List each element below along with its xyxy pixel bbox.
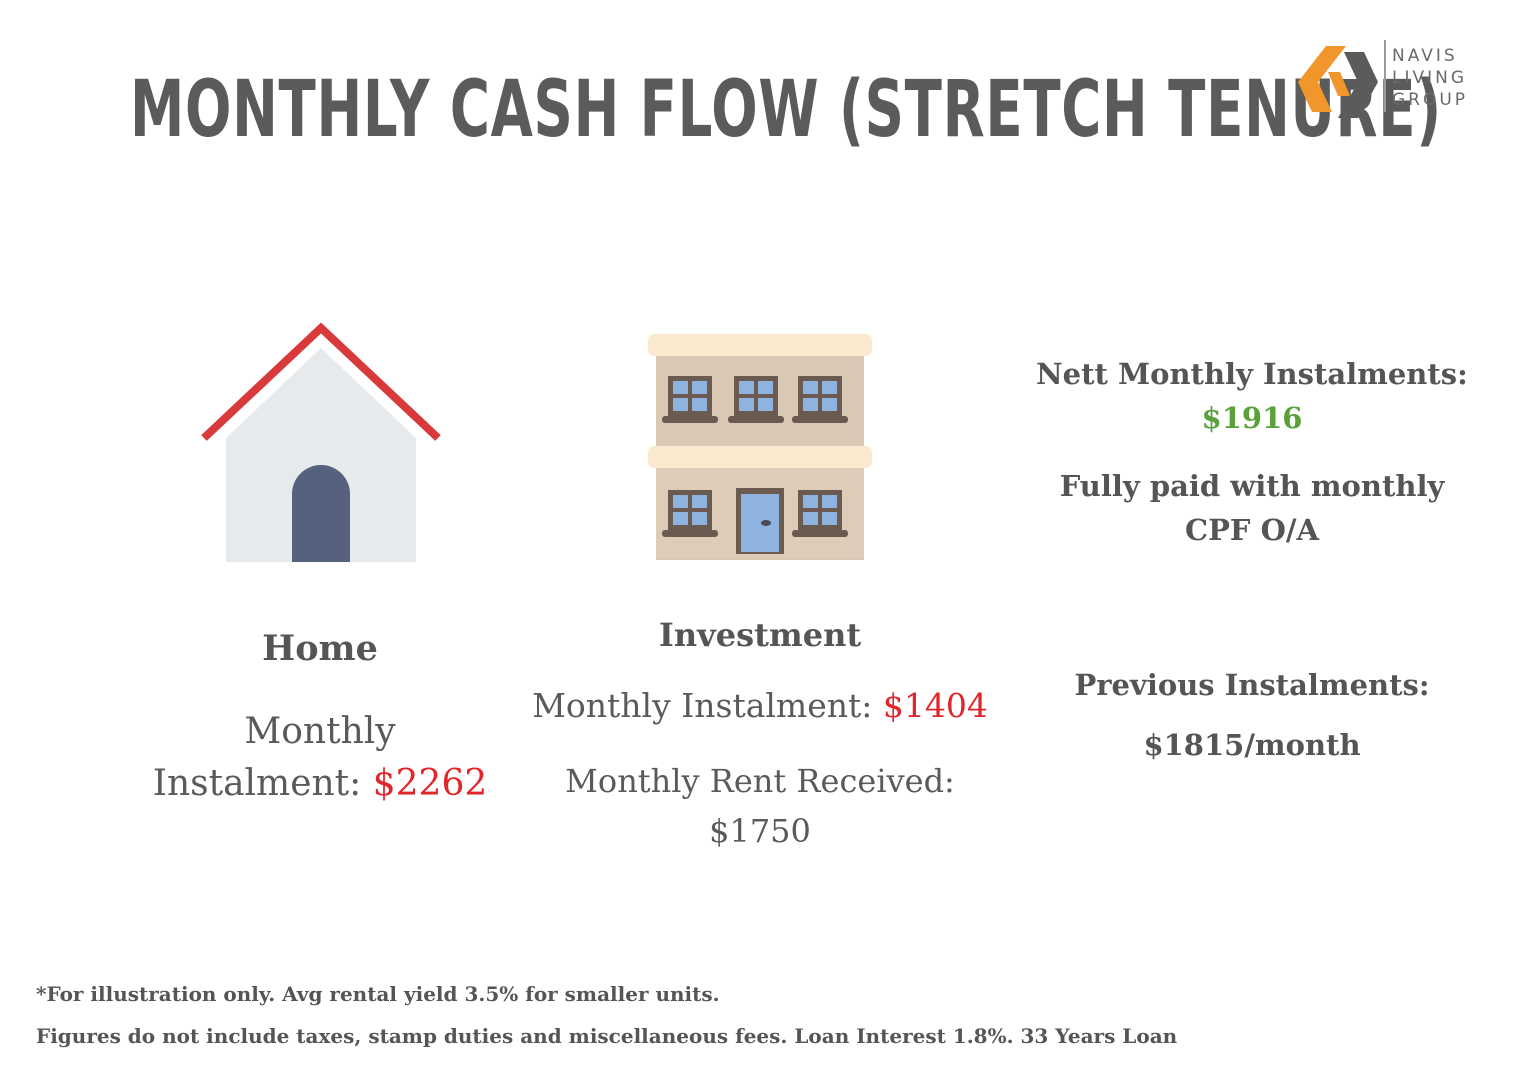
home-instalment-label-line2: Instalment: $2262: [130, 758, 510, 810]
home-instalment-label: Instalment:: [152, 763, 373, 804]
home-instalment-value: $2262: [372, 763, 488, 804]
investment-heading: Investment: [658, 616, 862, 654]
footnote-illustration: *For illustration only. Avg rental yield…: [36, 982, 720, 1006]
cpf-paid-line2: CPF O/A: [1185, 513, 1319, 547]
logo-text-navis: NAVIS: [1392, 46, 1458, 66]
investment-rent: Monthly Rent Received: $1750: [510, 756, 1010, 856]
nett-instalments: Nett Monthly Instalments: $1916: [1030, 352, 1474, 440]
investment-instalment-label: Monthly Instalment:: [532, 686, 883, 725]
logo-text-living: LIVING: [1392, 68, 1468, 88]
logo-text-group: GROUP: [1392, 90, 1469, 110]
previous-instalments-label: Previous Instalments:: [1074, 668, 1430, 702]
home-heading: Home: [262, 628, 378, 669]
home-instalment-label-line1: Monthly: [244, 711, 396, 752]
nett-instalments-value: $1916: [1201, 401, 1303, 435]
investment-instalment-value: $1404: [882, 686, 988, 725]
cpf-paid-line1: Fully paid with monthly: [1059, 469, 1445, 503]
navis-logo: NAVIS LIVING GROUP: [1298, 38, 1498, 118]
footnote-fees: Figures do not include taxes, stamp duti…: [36, 1024, 1178, 1048]
previous-instalments-value: $1815/month: [1143, 728, 1361, 762]
apartment-building-icon: [648, 334, 872, 560]
cpf-paid-note: Fully paid with monthly CPF O/A: [1030, 464, 1474, 552]
page-title: MONTHLY CASH FLOW (STRETCH TENURE): [130, 65, 1442, 155]
nett-instalments-label: Nett Monthly Instalments:: [1036, 357, 1468, 391]
navis-logo-mark-icon: [1298, 46, 1378, 118]
investment-instalment: Monthly Instalment: $1404: [510, 686, 1010, 725]
investment-rent-value: $1750: [709, 812, 811, 850]
investment-rent-label: Monthly Rent Received:: [565, 762, 955, 800]
logo-divider: [1384, 40, 1386, 112]
house-icon: [201, 322, 441, 562]
home-instalment: Monthly Instalment: $2262: [130, 706, 510, 810]
